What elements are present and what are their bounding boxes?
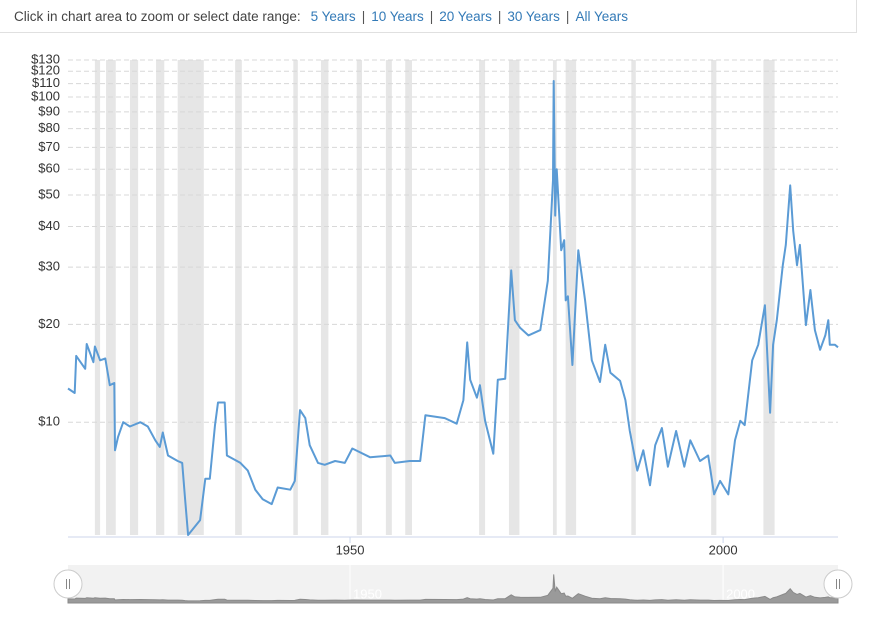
- recession-band: [356, 60, 362, 535]
- x-tick-label: 1950: [336, 542, 365, 557]
- recession-band: [763, 60, 775, 535]
- navigator-label: 1950: [353, 586, 382, 601]
- y-tick-label: $40: [38, 218, 60, 233]
- x-tick-label: 2000: [709, 542, 738, 557]
- recession-band: [552, 60, 557, 535]
- y-tick-label: $100: [31, 88, 60, 103]
- recession-band: [320, 60, 329, 535]
- recession-band: [405, 60, 412, 535]
- recession-band: [106, 60, 116, 535]
- separator: |: [361, 9, 366, 24]
- range-option[interactable]: 30 Years: [507, 9, 560, 24]
- navigator-bg[interactable]: [68, 565, 838, 603]
- separator: |: [565, 9, 570, 24]
- recession-band: [479, 60, 486, 535]
- y-tick-label: $70: [38, 139, 60, 154]
- range-option[interactable]: 10 Years: [371, 9, 424, 24]
- navigator-label: 2000: [726, 586, 755, 601]
- y-tick-label: $30: [38, 259, 60, 274]
- y-tick-label: $80: [38, 120, 60, 135]
- y-tick-label: $60: [38, 161, 60, 176]
- navigator-handle[interactable]: [823, 569, 853, 599]
- recession-band: [293, 60, 298, 535]
- range-option[interactable]: 20 Years: [439, 9, 492, 24]
- y-tick-label: $110: [32, 75, 60, 90]
- recession-band: [129, 60, 139, 535]
- recession-band: [385, 60, 392, 535]
- y-tick-label: $20: [38, 316, 60, 331]
- recession-band: [711, 60, 717, 535]
- y-tick-label: $130: [31, 51, 60, 66]
- separator: |: [429, 9, 434, 24]
- separator: |: [497, 9, 502, 24]
- recession-band: [177, 60, 204, 535]
- recession-band: [565, 60, 577, 535]
- recession-band: [94, 60, 101, 535]
- y-tick-label: $50: [38, 186, 60, 201]
- price-line: [67, 80, 839, 536]
- y-tick-label: $120: [31, 63, 60, 78]
- prompt: Click in chart area to zoom or select da…: [14, 9, 301, 24]
- range-option[interactable]: 5 Years: [310, 9, 356, 24]
- recession-band: [235, 60, 242, 535]
- navigator-area: [67, 574, 839, 604]
- range-selector: Click in chart area to zoom or select da…: [0, 0, 857, 33]
- recession-band: [156, 60, 165, 535]
- y-tick-label: $90: [38, 103, 60, 118]
- range-option[interactable]: All Years: [575, 9, 628, 24]
- y-tick-label: $10: [38, 414, 60, 429]
- navigator-handle[interactable]: [53, 569, 83, 599]
- recession-band: [631, 60, 636, 535]
